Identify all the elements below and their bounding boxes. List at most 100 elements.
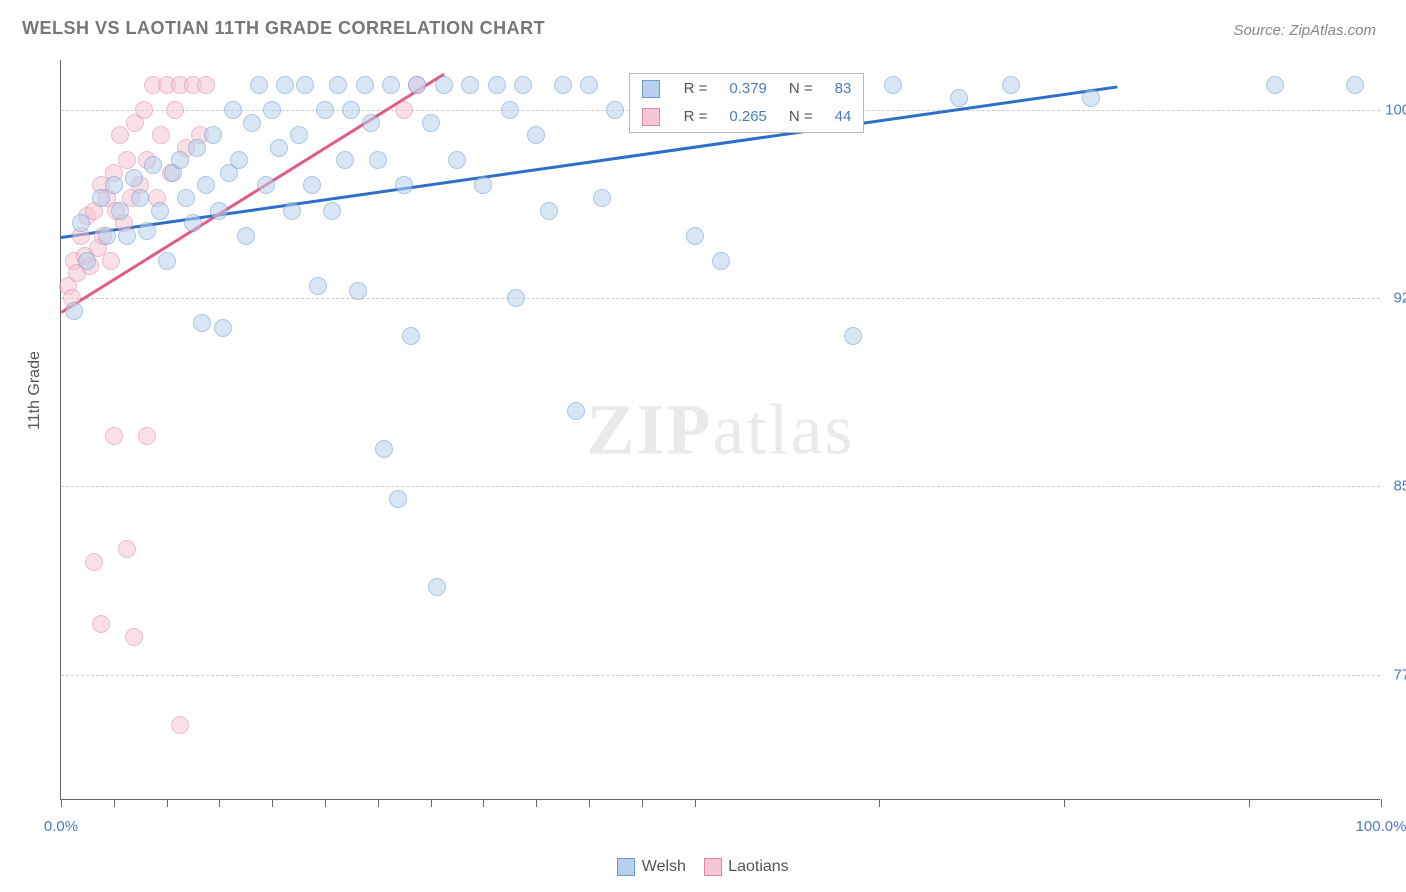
data-point — [131, 189, 149, 207]
data-point — [950, 89, 968, 107]
data-point — [151, 202, 169, 220]
data-point — [184, 214, 202, 232]
data-point — [197, 76, 215, 94]
data-point — [92, 615, 110, 633]
legend-swatch-laotians — [704, 858, 722, 876]
data-point — [283, 202, 301, 220]
watermark: ZIPatlas — [587, 388, 855, 471]
data-point — [329, 76, 347, 94]
data-point — [214, 319, 232, 337]
data-point — [1002, 76, 1020, 94]
data-point — [323, 202, 341, 220]
data-point — [336, 151, 354, 169]
data-point — [78, 252, 96, 270]
data-point — [224, 101, 242, 119]
data-point — [138, 222, 156, 240]
data-point — [514, 76, 532, 94]
data-point — [554, 76, 572, 94]
data-point — [474, 176, 492, 194]
legend-label-laotians: Laotians — [728, 858, 789, 875]
data-point — [118, 540, 136, 558]
data-point — [102, 252, 120, 270]
data-point — [98, 227, 116, 245]
data-point — [342, 101, 360, 119]
ytick-label: 92.5% — [1393, 290, 1406, 307]
data-point — [349, 282, 367, 300]
scatter-plot: ZIPatlas 100.0%92.5%85.0%77.5%0.0%100.0%… — [60, 60, 1380, 800]
data-point — [1082, 89, 1100, 107]
legend-swatch — [642, 80, 660, 98]
data-point — [204, 126, 222, 144]
xtick — [695, 799, 696, 807]
n-label: N = — [779, 104, 823, 130]
xtick — [1381, 799, 1382, 807]
data-point — [435, 76, 453, 94]
data-point — [210, 202, 228, 220]
data-point — [369, 151, 387, 169]
data-point — [1266, 76, 1284, 94]
xtick — [167, 799, 168, 807]
gridline — [61, 486, 1380, 487]
n-label: N = — [779, 76, 823, 102]
data-point — [125, 169, 143, 187]
data-point — [309, 277, 327, 295]
xtick — [1064, 799, 1065, 807]
data-point — [138, 427, 156, 445]
data-point — [428, 578, 446, 596]
data-point — [230, 151, 248, 169]
xtick — [219, 799, 220, 807]
data-point — [193, 314, 211, 332]
data-point — [303, 176, 321, 194]
data-point — [567, 402, 585, 420]
xtick — [325, 799, 326, 807]
data-point — [171, 151, 189, 169]
data-point — [171, 716, 189, 734]
data-point — [65, 302, 83, 320]
data-point — [111, 202, 129, 220]
data-point — [296, 76, 314, 94]
ytick-label: 77.5% — [1393, 666, 1406, 683]
data-point — [276, 76, 294, 94]
data-point — [166, 101, 184, 119]
xtick — [589, 799, 590, 807]
ytick-label: 100.0% — [1385, 102, 1406, 119]
data-point — [395, 101, 413, 119]
data-point — [402, 327, 420, 345]
data-point — [188, 139, 206, 157]
xtick — [642, 799, 643, 807]
data-point — [250, 76, 268, 94]
data-point — [356, 76, 374, 94]
data-point — [118, 227, 136, 245]
data-point — [382, 76, 400, 94]
data-point — [606, 101, 624, 119]
legend-label-welsh: Welsh — [642, 858, 686, 875]
correlation-legend: R =0.379N =83R =0.265N =44 — [629, 73, 865, 133]
data-point — [527, 126, 545, 144]
r-value: 0.265 — [719, 104, 777, 130]
data-point — [461, 76, 479, 94]
ytick-label: 85.0% — [1393, 478, 1406, 495]
data-point — [448, 151, 466, 169]
data-point — [422, 114, 440, 132]
r-label: R = — [674, 76, 718, 102]
data-point — [501, 101, 519, 119]
n-value: 83 — [825, 76, 862, 102]
data-point — [580, 76, 598, 94]
data-point — [507, 289, 525, 307]
data-point — [125, 628, 143, 646]
gridline — [61, 298, 1380, 299]
data-point — [263, 101, 281, 119]
data-point — [488, 76, 506, 94]
data-point — [290, 126, 308, 144]
xtick-label: 0.0% — [44, 818, 78, 835]
data-point — [243, 114, 261, 132]
source-label: Source: ZipAtlas.com — [1233, 22, 1376, 39]
data-point — [85, 553, 103, 571]
xtick — [378, 799, 379, 807]
n-value: 44 — [825, 104, 862, 130]
data-point — [152, 126, 170, 144]
gridline — [61, 675, 1380, 676]
xtick — [61, 799, 62, 807]
r-value: 0.379 — [719, 76, 777, 102]
xtick — [114, 799, 115, 807]
